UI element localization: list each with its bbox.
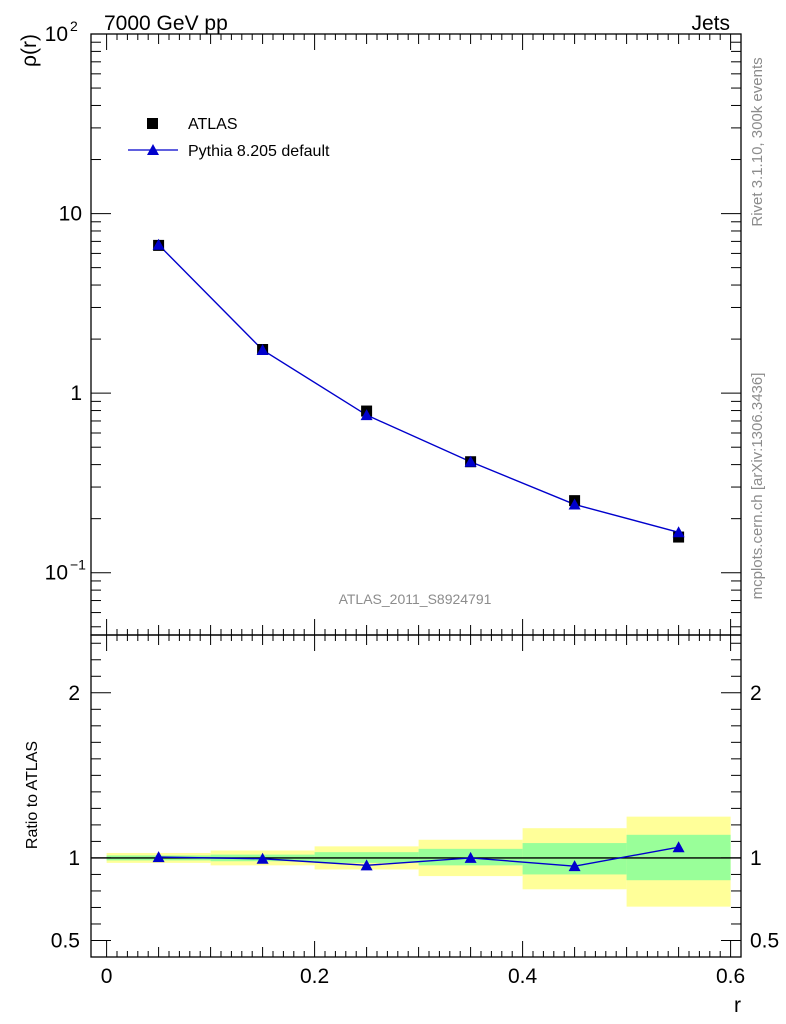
- ratio-point-3: [464, 851, 477, 863]
- rivet-label: Rivet 3.1.10, 300k events: [749, 57, 766, 226]
- x-tick-label-3: 0.6: [716, 965, 745, 988]
- main-y-tick-label-3: 10: [45, 562, 68, 585]
- ratio-frame: [90, 634, 742, 958]
- x-tick-label-0: 0: [101, 965, 113, 988]
- pythia-point-3: [464, 455, 477, 467]
- ratio-y-tick-label-left-0: 0.5: [51, 929, 80, 952]
- analysis-id: ATLAS_2011_S8924791: [339, 591, 492, 607]
- pythia-point-0: [152, 238, 165, 250]
- source-label: mcplots.cern.ch [arXiv:1306.3436]: [749, 373, 766, 600]
- main-y-tick-label-2: 1: [70, 382, 82, 405]
- legend-atlas-marker: [147, 118, 158, 129]
- xlabel: r: [734, 994, 741, 1017]
- ratio-pythia-line: [158, 846, 679, 867]
- main-y-tick-label-1: 10: [59, 203, 82, 226]
- legend: ATLAS Pythia 8.205 default: [128, 116, 330, 160]
- main-y-tick-exponent-3: −1: [70, 557, 86, 573]
- ratio-ylabel: Ratio to ATLAS: [24, 741, 41, 849]
- main-ylabel: ρ(r): [18, 34, 41, 67]
- ratio-point-5: [672, 841, 685, 853]
- pythia-point-4: [568, 498, 581, 510]
- ratio-y-tick-label-right-0: 0.5: [750, 929, 779, 952]
- ratio-point-4: [568, 860, 581, 872]
- ratio-point-1: [256, 852, 269, 864]
- ratio-point-2: [360, 859, 373, 871]
- ratio-y-tick-label-left-1: 1: [68, 847, 80, 870]
- legend-pythia-label: Pythia 8.205 default: [188, 143, 330, 160]
- ratio-y-tick-label-left-2: 2: [68, 682, 80, 705]
- x-tick-label-2: 0.4: [508, 965, 538, 988]
- process-label: Jets: [691, 12, 730, 35]
- ratio-y-tick-label-right-1: 1: [750, 847, 762, 870]
- pythia-point-2: [360, 409, 373, 421]
- main-y-tick-exponent-0: 2: [70, 18, 78, 34]
- pythia-point-1: [256, 343, 269, 355]
- ratio-y-tick-label-right-2: 2: [750, 682, 762, 705]
- legend-atlas-label: ATLAS: [188, 116, 238, 133]
- x-tick-label-1: 0.2: [300, 965, 329, 988]
- legend-pythia-marker: [147, 144, 159, 155]
- pythia-line: [158, 244, 679, 533]
- pythia-point-5: [672, 526, 685, 538]
- beam-label: 7000 GeV pp: [104, 12, 228, 35]
- ratio-point-0: [152, 851, 165, 863]
- main-y-tick-label-0: 10: [45, 23, 68, 46]
